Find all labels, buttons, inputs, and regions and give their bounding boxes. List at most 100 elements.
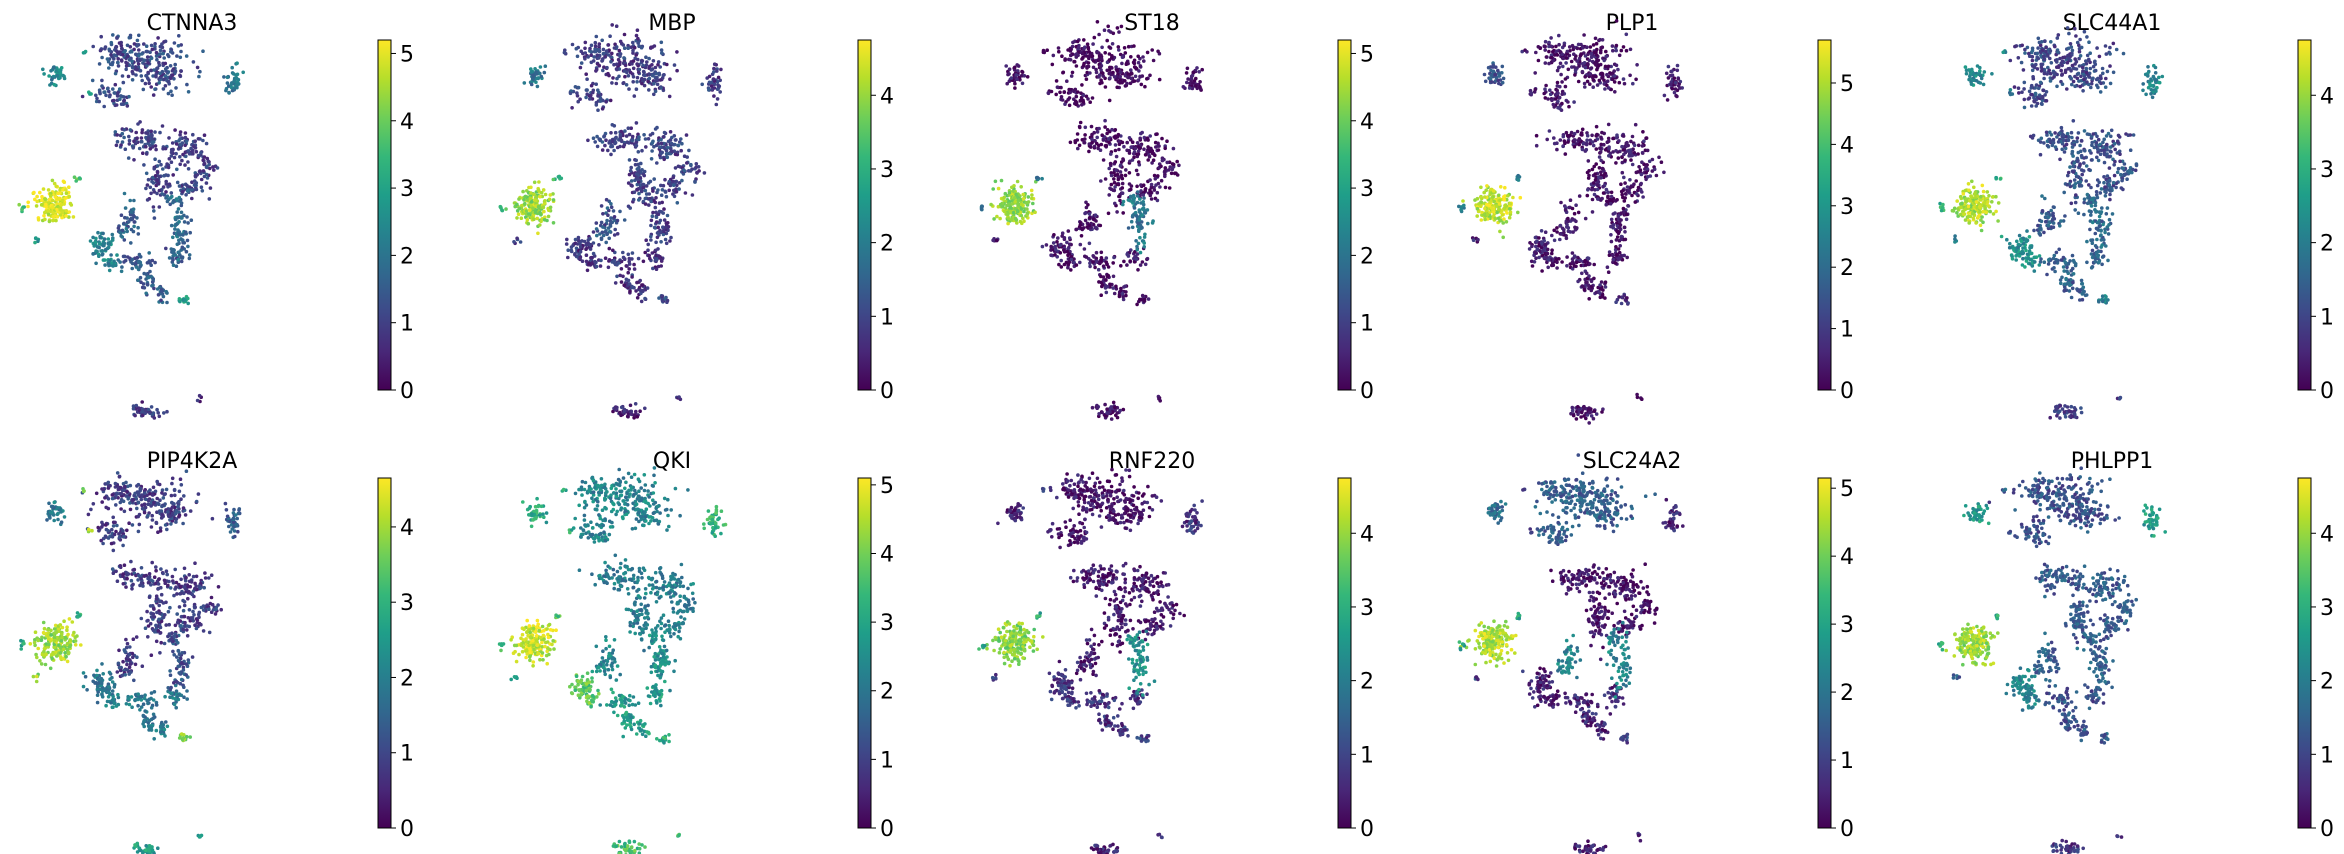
cell-point	[1026, 75, 1030, 79]
cell-point	[197, 137, 201, 141]
cell-point	[1504, 203, 1508, 207]
cell-point	[613, 46, 617, 50]
cell-point	[158, 415, 162, 419]
cell-point	[1160, 179, 1164, 183]
cell-point	[64, 188, 68, 192]
cell-point	[1566, 140, 1570, 144]
cell-point	[1073, 139, 1077, 143]
cell-point	[655, 258, 659, 262]
cell-point	[1597, 180, 1601, 184]
cell-point	[128, 139, 132, 143]
cell-point	[609, 221, 613, 225]
cell-point	[1629, 148, 1633, 152]
cell-point	[139, 280, 143, 284]
cell-point	[607, 53, 611, 57]
cell-point	[595, 221, 599, 225]
cell-point	[156, 171, 160, 175]
cell-point	[157, 81, 161, 85]
cell-point	[1662, 171, 1666, 175]
cell-point	[46, 209, 50, 213]
cell-point	[1100, 81, 1104, 85]
cell-point	[1088, 242, 1092, 246]
cell-point	[623, 75, 627, 79]
cell-point	[185, 139, 189, 143]
cell-point	[1634, 179, 1638, 183]
cell-point	[1115, 155, 1119, 159]
cell-point	[178, 196, 182, 200]
cell-point	[26, 205, 30, 209]
cell-point	[619, 52, 623, 56]
cell-point	[565, 242, 569, 246]
cell-point	[1025, 201, 1029, 205]
cell-point	[651, 267, 655, 271]
cell-point	[1601, 167, 1605, 171]
cell-point	[1576, 280, 1580, 284]
cell-point	[620, 130, 624, 134]
cell-point	[566, 256, 570, 260]
cell-point	[602, 52, 606, 56]
cell-point	[1549, 36, 1553, 40]
cell-point	[155, 67, 159, 71]
cell-point	[1479, 195, 1483, 199]
cell-point	[52, 66, 56, 70]
cell-point	[1578, 138, 1582, 142]
cell-point	[1099, 179, 1103, 183]
cell-point	[1139, 298, 1143, 302]
cell-point	[608, 34, 612, 38]
cell-point	[716, 97, 720, 101]
cell-point	[40, 195, 44, 199]
feature-panel: MBP01234	[499, 11, 895, 420]
cell-point	[648, 73, 652, 77]
cell-point	[1594, 162, 1598, 166]
cell-point	[149, 147, 153, 151]
cell-point	[1080, 83, 1084, 87]
cell-point	[171, 236, 175, 240]
cell-point	[609, 60, 613, 64]
cell-point	[1068, 243, 1072, 247]
cell-point	[162, 87, 166, 91]
cell-point	[1561, 53, 1565, 57]
cell-point	[530, 70, 534, 74]
cell-point	[116, 94, 120, 98]
cell-point	[1583, 260, 1587, 264]
cell-point	[536, 232, 540, 236]
cell-point	[991, 239, 995, 243]
cell-point	[1099, 224, 1103, 228]
cell-point	[146, 283, 150, 287]
umap-scatter	[499, 23, 723, 420]
cell-point	[630, 179, 634, 183]
cell-point	[695, 162, 699, 166]
cell-point	[136, 256, 140, 260]
cell-point	[536, 85, 540, 89]
cell-point	[644, 197, 648, 201]
cell-point	[1552, 136, 1556, 140]
cell-point	[1030, 197, 1034, 201]
cell-point	[1095, 136, 1099, 140]
cell-point	[1596, 197, 1600, 201]
cell-point	[150, 56, 154, 60]
cell-point	[650, 157, 654, 161]
cell-point	[641, 64, 645, 68]
cell-point	[1052, 233, 1056, 237]
cell-point	[190, 218, 194, 222]
cell-point	[1100, 46, 1104, 50]
cell-point	[1109, 162, 1113, 166]
cell-point	[629, 404, 633, 408]
cell-point	[115, 103, 119, 107]
cell-point	[628, 158, 632, 162]
cell-point	[1626, 144, 1630, 148]
cell-point	[664, 238, 668, 242]
cell-point	[1105, 291, 1109, 295]
cell-point	[674, 138, 678, 142]
cell-point	[685, 161, 689, 165]
cell-point	[538, 223, 542, 227]
colorbar-tick-label: 1	[1360, 312, 1374, 337]
cell-point	[1628, 74, 1632, 78]
cell-point	[1506, 194, 1510, 198]
cell-point	[1115, 210, 1119, 214]
cell-point	[635, 141, 639, 145]
cell-point	[570, 245, 574, 249]
cell-point	[523, 81, 527, 85]
cell-point	[1152, 59, 1156, 63]
cell-point	[125, 64, 129, 68]
